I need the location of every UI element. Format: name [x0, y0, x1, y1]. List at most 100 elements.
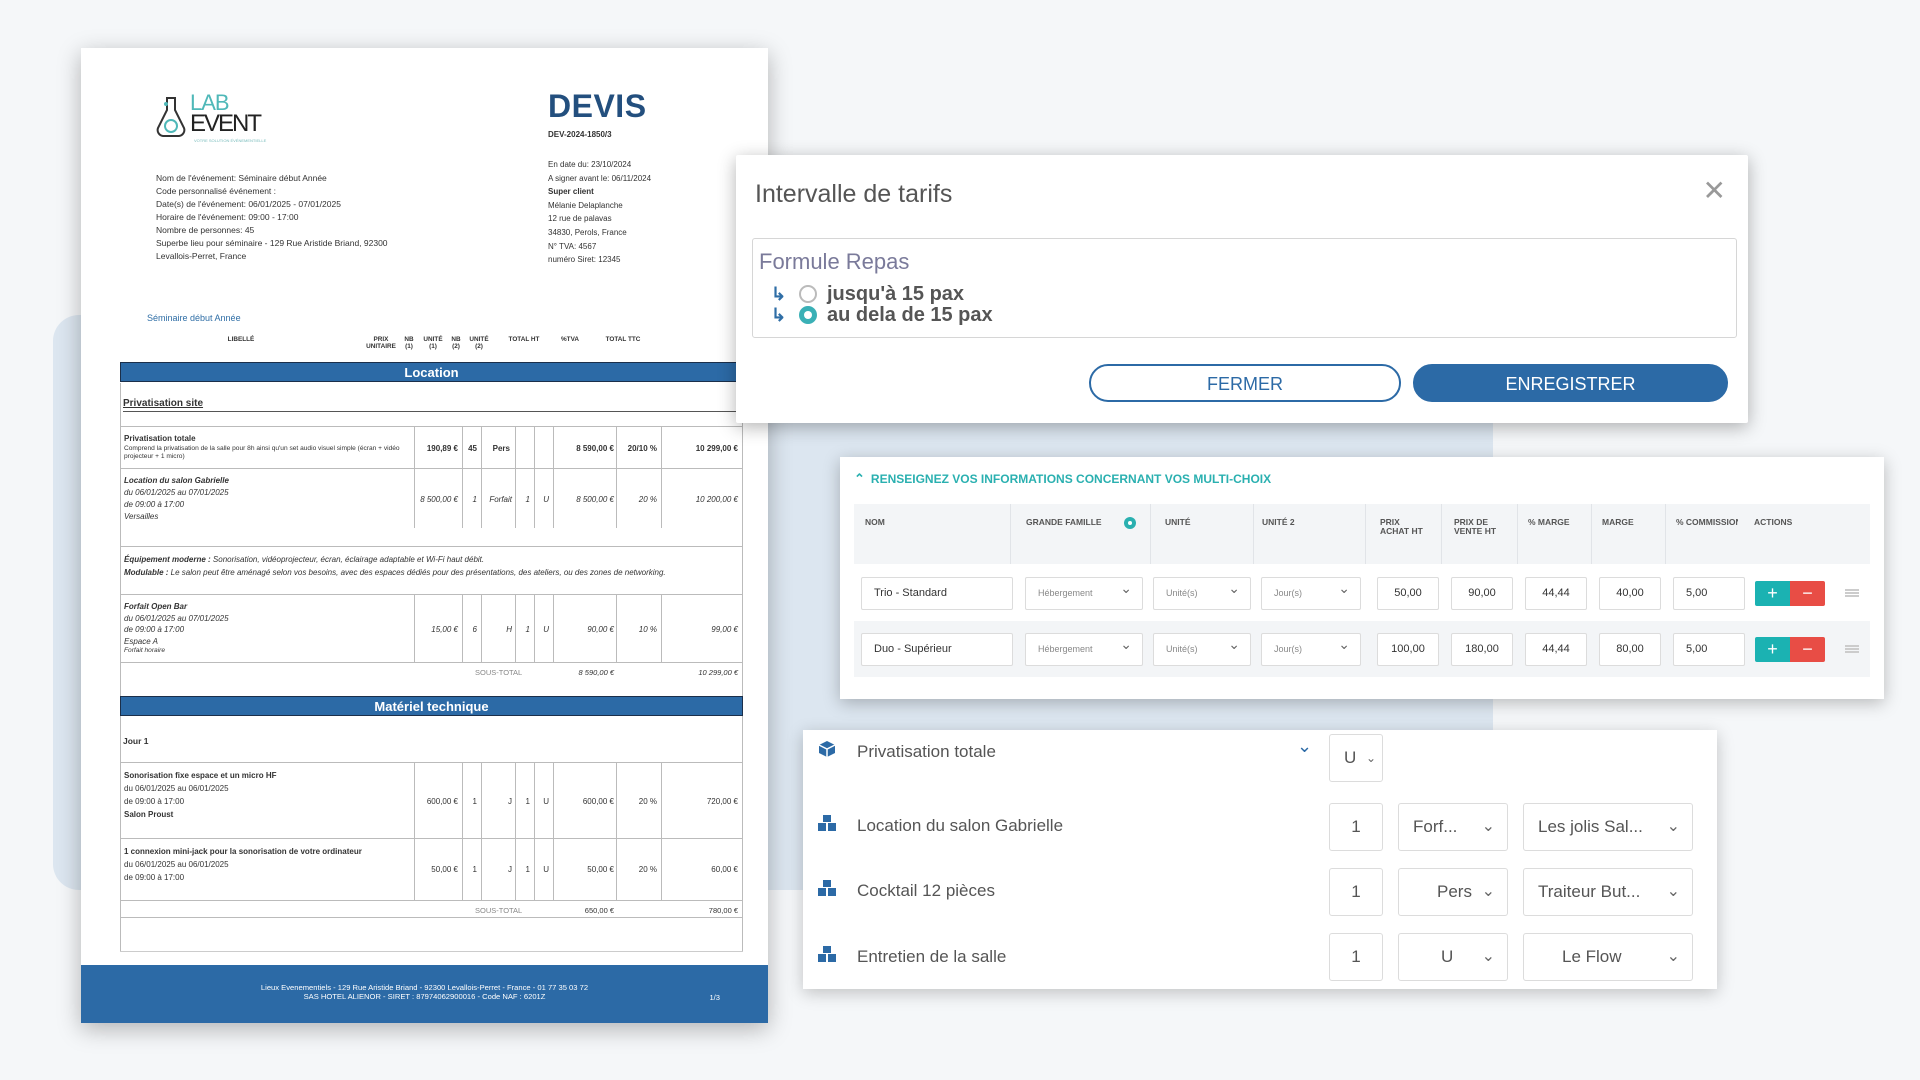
unit-select[interactable]: Unité(s) — [1153, 629, 1251, 666]
radio-button[interactable] — [799, 285, 817, 303]
event-info-line: Nombre de personnes: 45 — [156, 225, 255, 235]
row-detail: Comprend la privatisation de la salle po… — [124, 445, 400, 460]
margin-input[interactable]: 80,00 — [1599, 633, 1661, 666]
cell-u1: J — [508, 797, 512, 806]
row-dates: du 06/01/2025 au 07/01/2025 — [124, 488, 229, 497]
row-hours: de 09:00 à 17:00 — [124, 625, 185, 634]
close-icon[interactable]: ✕ — [1702, 175, 1726, 206]
quantity-input[interactable]: 1 — [1329, 933, 1383, 981]
remove-row-button[interactable]: − — [1790, 581, 1825, 606]
cell-pu: 190,89 € — [426, 444, 458, 453]
row-desc: Location du salon Gabrielle du 06/01/2025… — [124, 475, 414, 523]
quote-date: En date du: 23/10/2024 — [548, 160, 632, 169]
multichoice-title: RENSEIGNEZ VOS INFORMATIONS CONCERNANT V… — [870, 472, 1272, 486]
save-button[interactable]: ENREGISTRER — [1413, 364, 1728, 402]
col-unite: UNITÉ — [1165, 517, 1191, 527]
supplier-select[interactable]: Les jolis Sal... ⌄ — [1523, 803, 1693, 851]
col-prix-vente: PRIX DE VENTE HT — [1454, 517, 1497, 536]
family-select[interactable]: Hébergement — [1025, 629, 1143, 666]
quantity-input[interactable]: 1 — [1329, 803, 1383, 851]
margin-percent-input[interactable]: 44,44 — [1525, 633, 1587, 666]
event-info-line: Code personnalisé événement : — [156, 186, 277, 196]
cell-nb1: 1 — [472, 495, 477, 504]
unit2-select[interactable]: Jour(s) — [1261, 629, 1361, 666]
col-unite2: UNITÉ 2 — [1262, 517, 1295, 527]
cell-nb2: 1 — [525, 495, 530, 504]
name-input[interactable]: Duo - Supérieur — [861, 633, 1013, 666]
return-arrow-icon: ↳ — [771, 283, 787, 304]
table-body — [120, 383, 743, 951]
equipment-bold: Équipement moderne : — [124, 555, 211, 564]
product-label[interactable]: Entretien de la salle — [857, 947, 1007, 966]
product-label[interactable]: Cocktail 12 pièces — [857, 881, 995, 900]
unit-select[interactable]: Pers ⌄ — [1398, 868, 1508, 916]
document-footer: Lieux Evenementiels - 129 Rue Aristide B… — [81, 965, 768, 1023]
product-label[interactable]: Location du salon Gabrielle — [857, 816, 1064, 835]
close-button[interactable]: FERMER — [1089, 364, 1401, 402]
row-title: Sonorisation fixe espace et un micro HF — [124, 771, 277, 780]
client-name: Mélanie Delaplanche — [548, 200, 623, 210]
multichoice-header[interactable]: ⌃ RENSEIGNEZ VOS INFORMATIONS CONCERNANT … — [854, 471, 1271, 487]
table-header: LIBELLÉ PRIX UNITAIRE NB (1) UNITÉ (1) N… — [121, 336, 747, 358]
chevron-down-icon: ⌄ — [1365, 751, 1376, 765]
cell-pu: 8 500,00 € — [420, 495, 458, 504]
chevron-down-icon: ⌄ — [1481, 883, 1495, 900]
unit2-select[interactable]: Jour(s) — [1261, 573, 1361, 610]
unit-select[interactable]: Forf... ⌄ — [1398, 803, 1508, 851]
product-label[interactable]: Privatisation totale — [857, 742, 996, 761]
row-hours: de 09:00 à 17:00 — [124, 797, 185, 806]
chevron-down-icon: ⌄ — [1666, 818, 1680, 835]
client-city: 34830, Perols, France — [548, 227, 627, 237]
commission-input[interactable]: 5,00 — [1673, 577, 1745, 610]
add-row-button[interactable]: + — [1755, 637, 1790, 662]
subtotal-ttc: 10 299,00 € — [698, 668, 738, 677]
cell-nb1: 6 — [472, 625, 477, 634]
margin-input[interactable]: 40,00 — [1599, 577, 1661, 610]
quote-number: DEV-2024-1850/3 — [548, 130, 612, 139]
row-title: Forfait Open Bar — [124, 602, 188, 611]
chevron-down-icon[interactable]: ⌄ — [1297, 736, 1313, 756]
subtotal-label: SOUS-TOTAL — [475, 906, 523, 915]
col-total-ttc: TOTAL TTC — [605, 336, 641, 343]
add-row-button[interactable]: + — [1755, 581, 1790, 606]
remove-row-button[interactable]: − — [1790, 637, 1825, 662]
purchase-price-input[interactable]: 100,00 — [1377, 633, 1439, 666]
supplier-value: Traiteur But... — [1538, 882, 1641, 901]
gear-icon[interactable] — [1124, 517, 1136, 529]
unit-select[interactable]: Unité(s) — [1153, 573, 1251, 610]
drag-handle-icon[interactable] — [1845, 645, 1859, 653]
drag-handle-icon[interactable] — [1845, 589, 1859, 597]
commission-input[interactable]: 5,00 — [1673, 633, 1745, 666]
box-icon — [818, 741, 836, 757]
cell-u2: U — [543, 797, 549, 806]
purchase-price-input[interactable]: 50,00 — [1377, 577, 1439, 610]
sale-price-input[interactable]: 180,00 — [1451, 633, 1513, 666]
option-up-to-15[interactable]: ↳ jusqu'à 15 pax — [771, 283, 964, 305]
logo-event: EVENT — [190, 110, 262, 137]
equipment-text: Sonorisation, vidéoprojecteur, écran, éc… — [210, 555, 485, 564]
row-desc: 1 connexion mini-jack pour la sonorisati… — [124, 845, 414, 884]
name-input[interactable]: Trio - Standard — [861, 577, 1013, 610]
subtotal-label: SOUS-TOTAL — [475, 668, 523, 677]
supplier-select[interactable]: Le Flow ⌄ — [1523, 933, 1693, 981]
margin-percent-input[interactable]: 44,44 — [1525, 577, 1587, 610]
col-prix-achat: PRIX ACHAT HT — [1380, 517, 1423, 536]
radio-button-selected[interactable] — [799, 306, 817, 324]
cell-u2: U — [543, 865, 549, 874]
unit-select[interactable]: U ⌄ — [1398, 933, 1508, 981]
chevron-down-icon: ⌄ — [1666, 948, 1680, 965]
supplier-select[interactable]: Traiteur But... ⌄ — [1523, 868, 1693, 916]
row-place: Espace A — [124, 636, 158, 646]
unit-value: Pers — [1437, 882, 1472, 901]
unit-select[interactable]: U ⌄ — [1329, 734, 1383, 782]
row-desc: Sonorisation fixe espace et un micro HF d… — [124, 769, 414, 821]
unit-value: U — [1344, 748, 1357, 767]
sale-price-input[interactable]: 90,00 — [1451, 577, 1513, 610]
col-nom: NOM — [865, 517, 885, 527]
family-select[interactable]: Hébergement — [1025, 573, 1143, 610]
chevron-up-icon[interactable]: ⌃ — [854, 471, 865, 486]
quantity-input[interactable]: 1 — [1329, 868, 1383, 916]
option-over-15[interactable]: ↳ au dela de 15 pax — [771, 304, 993, 326]
client-tva: N° TVA: 4567 — [548, 241, 597, 251]
event-link[interactable]: Séminaire début Année — [147, 313, 241, 323]
